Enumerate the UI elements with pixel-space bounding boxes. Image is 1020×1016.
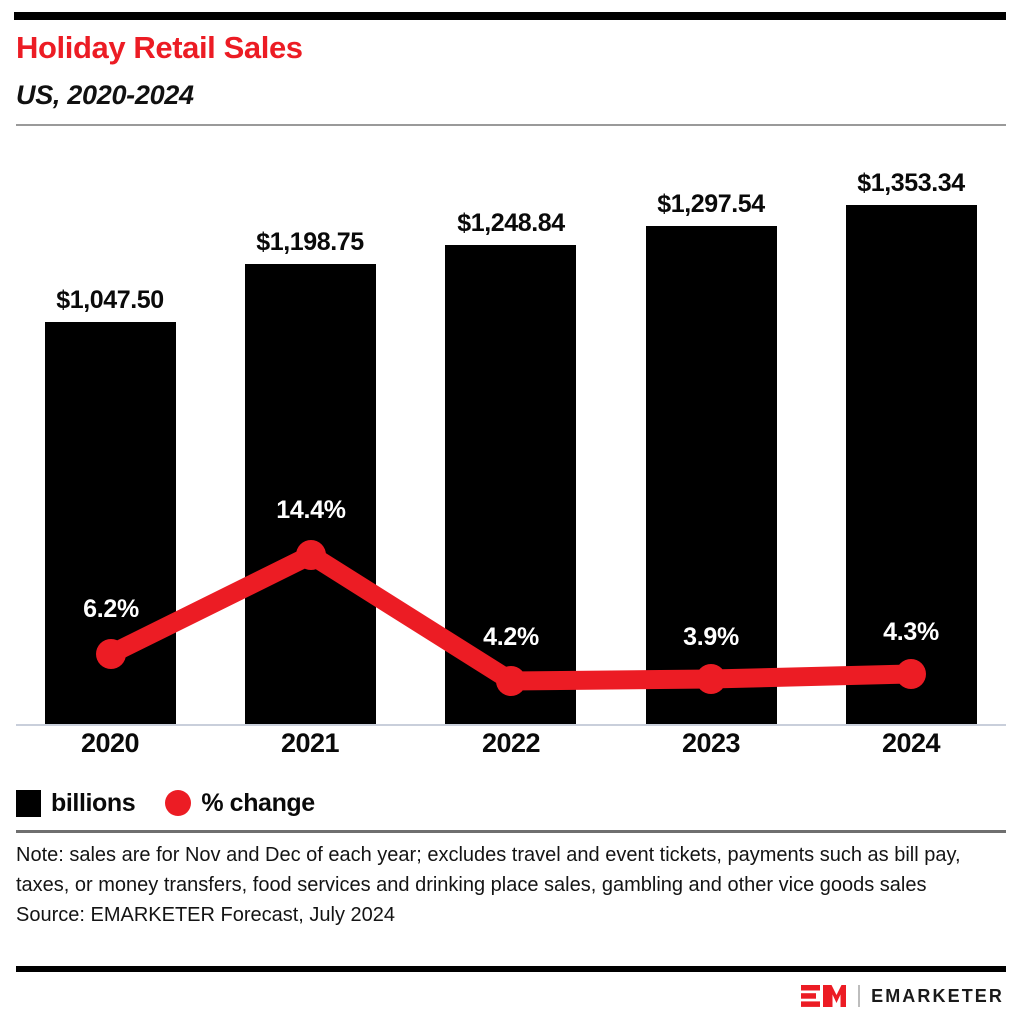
x-tick-2022: 2022	[481, 728, 541, 758]
bar-value-label: $1,297.54	[657, 190, 765, 218]
red-circle-icon	[165, 790, 192, 816]
legend-item-billions: billions	[16, 788, 136, 818]
logo-divider	[858, 985, 861, 1007]
emarketer-logo-icon	[801, 985, 847, 1007]
legend-label-billions: billions	[51, 788, 136, 817]
logo-wordmark: EMARKETER	[871, 985, 1004, 1006]
bar-value-label: $1,047.50	[56, 286, 164, 314]
pct-value-label: 3.9%	[683, 623, 739, 651]
page-subtitle: US, 2020-2024	[16, 80, 194, 110]
footer-divider	[16, 966, 1006, 972]
x-tick-2020: 2020	[80, 728, 140, 758]
notes-divider	[16, 830, 1006, 833]
legend-item-pct-change: % change	[165, 789, 315, 818]
x-tick-2023: 2023	[681, 728, 741, 758]
note-text: Note: sales are for Nov and Dec of each …	[16, 844, 961, 896]
notes-block: Note: sales are for Nov and Dec of each …	[16, 840, 976, 930]
bar-value-label: $1,248.84	[457, 209, 565, 237]
chart-plot-area: $1,047.50 $1,198.75 $1,248.84 $1,297.54 …	[0, 140, 1020, 730]
pct-value-label: 14.4%	[276, 496, 346, 524]
source-text: Source: EMARKETER Forecast, July 2024	[16, 904, 396, 926]
x-axis-labels: 2020 2021 2022 2023 2024	[0, 728, 1020, 774]
header-divider	[16, 124, 1006, 126]
page-title: Holiday Retail Sales	[16, 30, 303, 65]
black-square-icon	[16, 789, 41, 817]
top-rule	[14, 12, 1006, 20]
bar-2021	[245, 264, 376, 726]
legend-label-pct-change: % change	[201, 788, 315, 817]
bar-value-label: $1,353.34	[857, 169, 965, 197]
pct-value-label: 4.2%	[483, 623, 539, 651]
bar-2024	[846, 205, 977, 726]
bar-2022	[445, 245, 576, 726]
x-tick-2024: 2024	[881, 728, 941, 758]
x-axis-line	[16, 724, 1006, 726]
pct-value-label: 6.2%	[83, 595, 139, 623]
bar-value-label: $1,198.75	[256, 228, 364, 256]
chart-legend: billions % change	[16, 786, 315, 820]
pct-value-label: 4.3%	[883, 618, 939, 646]
x-tick-2021: 2021	[280, 728, 340, 758]
bar-2020	[45, 322, 176, 726]
footer-logo: EMARKETER	[801, 982, 1004, 1010]
